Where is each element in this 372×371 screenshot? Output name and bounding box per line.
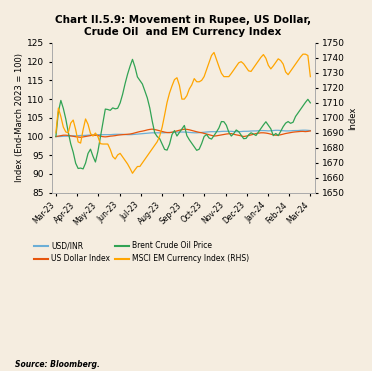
Title: Chart II.5.9: Movement in Rupee, US Dollar,
Crude Oil  and EM Currency Index: Chart II.5.9: Movement in Rupee, US Doll… [55,15,311,37]
Legend: USD/INR, US Dollar Index, Brent Crude Oil Price, MSCI EM Currency Index (RHS): USD/INR, US Dollar Index, Brent Crude Oi… [35,242,249,263]
Y-axis label: Index: Index [348,106,357,129]
Text: Source: Bloomberg.: Source: Bloomberg. [15,360,100,369]
Y-axis label: Index (End-March 2023 = 100): Index (End-March 2023 = 100) [15,53,24,182]
